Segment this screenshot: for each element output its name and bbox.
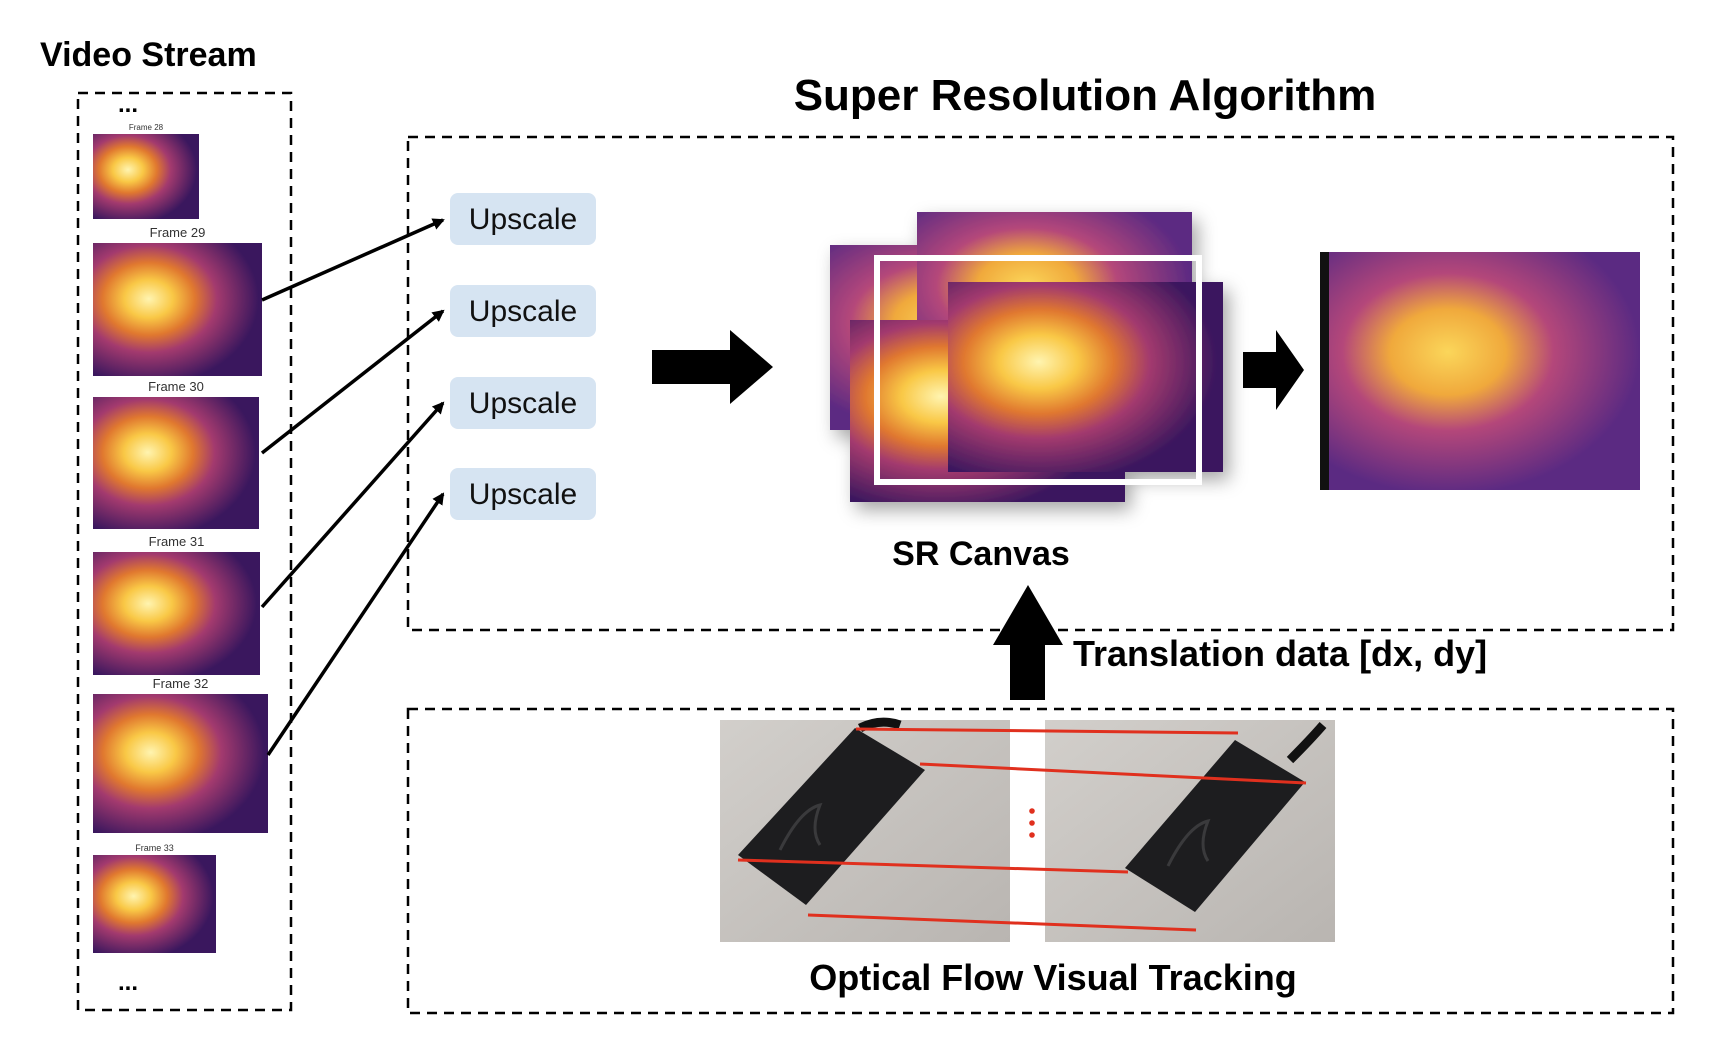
- frame-arrow: [260, 401, 445, 609]
- translation-arrow: [993, 585, 1063, 700]
- upscale-button-label: Upscale: [469, 203, 577, 236]
- device-left-cable: [857, 717, 902, 733]
- optical-flow-photos: [720, 717, 1335, 942]
- upscale-button-label: Upscale: [469, 387, 577, 420]
- upscale-button-label: Upscale: [469, 478, 577, 511]
- canvas-layer-4: [948, 282, 1223, 472]
- thermal-frame: [93, 243, 262, 376]
- frame-list: Frame 28 Frame 29 Frame 30 Frame 31 Frame 32…: [93, 123, 268, 953]
- ellipsis-dots: [1029, 808, 1035, 838]
- frame-caption: Frame 33: [135, 843, 174, 853]
- device-right-cable: [1286, 722, 1327, 764]
- thermal-frame: [93, 397, 259, 529]
- device-left-logo: [778, 802, 823, 851]
- thermal-frame: [93, 855, 216, 953]
- upscale-button[interactable]: [450, 193, 596, 245]
- upscale-button[interactable]: [450, 377, 596, 429]
- thermal-frame: [93, 552, 260, 675]
- frame-arrow: [261, 218, 445, 302]
- frame-caption: Frame 29: [150, 225, 206, 240]
- frame-arrow: [266, 492, 445, 756]
- frame-caption: Frame 28: [129, 123, 164, 132]
- optical-flow-box: [406, 707, 1675, 1015]
- frame-caption: Frame 32: [153, 676, 209, 691]
- optical-flow-label: Optical Flow Visual Tracking: [809, 957, 1296, 998]
- canvas-selection-frame: [874, 255, 1202, 485]
- upscale-button[interactable]: [450, 468, 596, 520]
- thermal-frame: [93, 694, 268, 833]
- sr-canvas-label: SR Canvas: [892, 535, 1070, 573]
- translation-label: Translation data [dx, dy]: [1073, 633, 1487, 674]
- ellipsis-top: ...: [118, 91, 138, 118]
- device-right: [1125, 740, 1305, 912]
- frame-arrow: [260, 309, 445, 455]
- video-stream-title: Video Stream: [40, 36, 257, 74]
- to-output-arrow: [1243, 330, 1304, 410]
- video-stream-box: [76, 91, 293, 1012]
- to-canvas-arrow: [652, 330, 773, 404]
- tracking-lines: [737, 727, 1307, 932]
- thermal-frame: [93, 134, 199, 219]
- frame-caption: Frame 30: [148, 379, 204, 394]
- device-right-logo: [1166, 818, 1211, 867]
- sr-output-edge: [1320, 252, 1329, 490]
- sr-algorithm-box: [406, 135, 1675, 632]
- upscale-list: Upscale Upscale Upscale Upscale: [450, 193, 596, 520]
- upscale-button-label: Upscale: [469, 295, 577, 328]
- sr-algorithm-title: Super Resolution Algorithm: [794, 71, 1377, 120]
- frame-to-upscale-arrows: [260, 218, 445, 756]
- frame-caption: Frame 31: [149, 534, 205, 549]
- upscale-button[interactable]: [450, 285, 596, 337]
- ellipsis-bottom: ...: [118, 969, 138, 996]
- sr-output-image: [1320, 252, 1640, 490]
